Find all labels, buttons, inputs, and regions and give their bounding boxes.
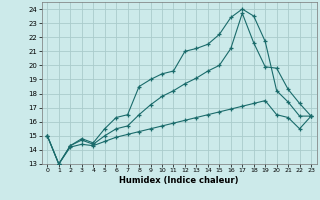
X-axis label: Humidex (Indice chaleur): Humidex (Indice chaleur) — [119, 176, 239, 185]
